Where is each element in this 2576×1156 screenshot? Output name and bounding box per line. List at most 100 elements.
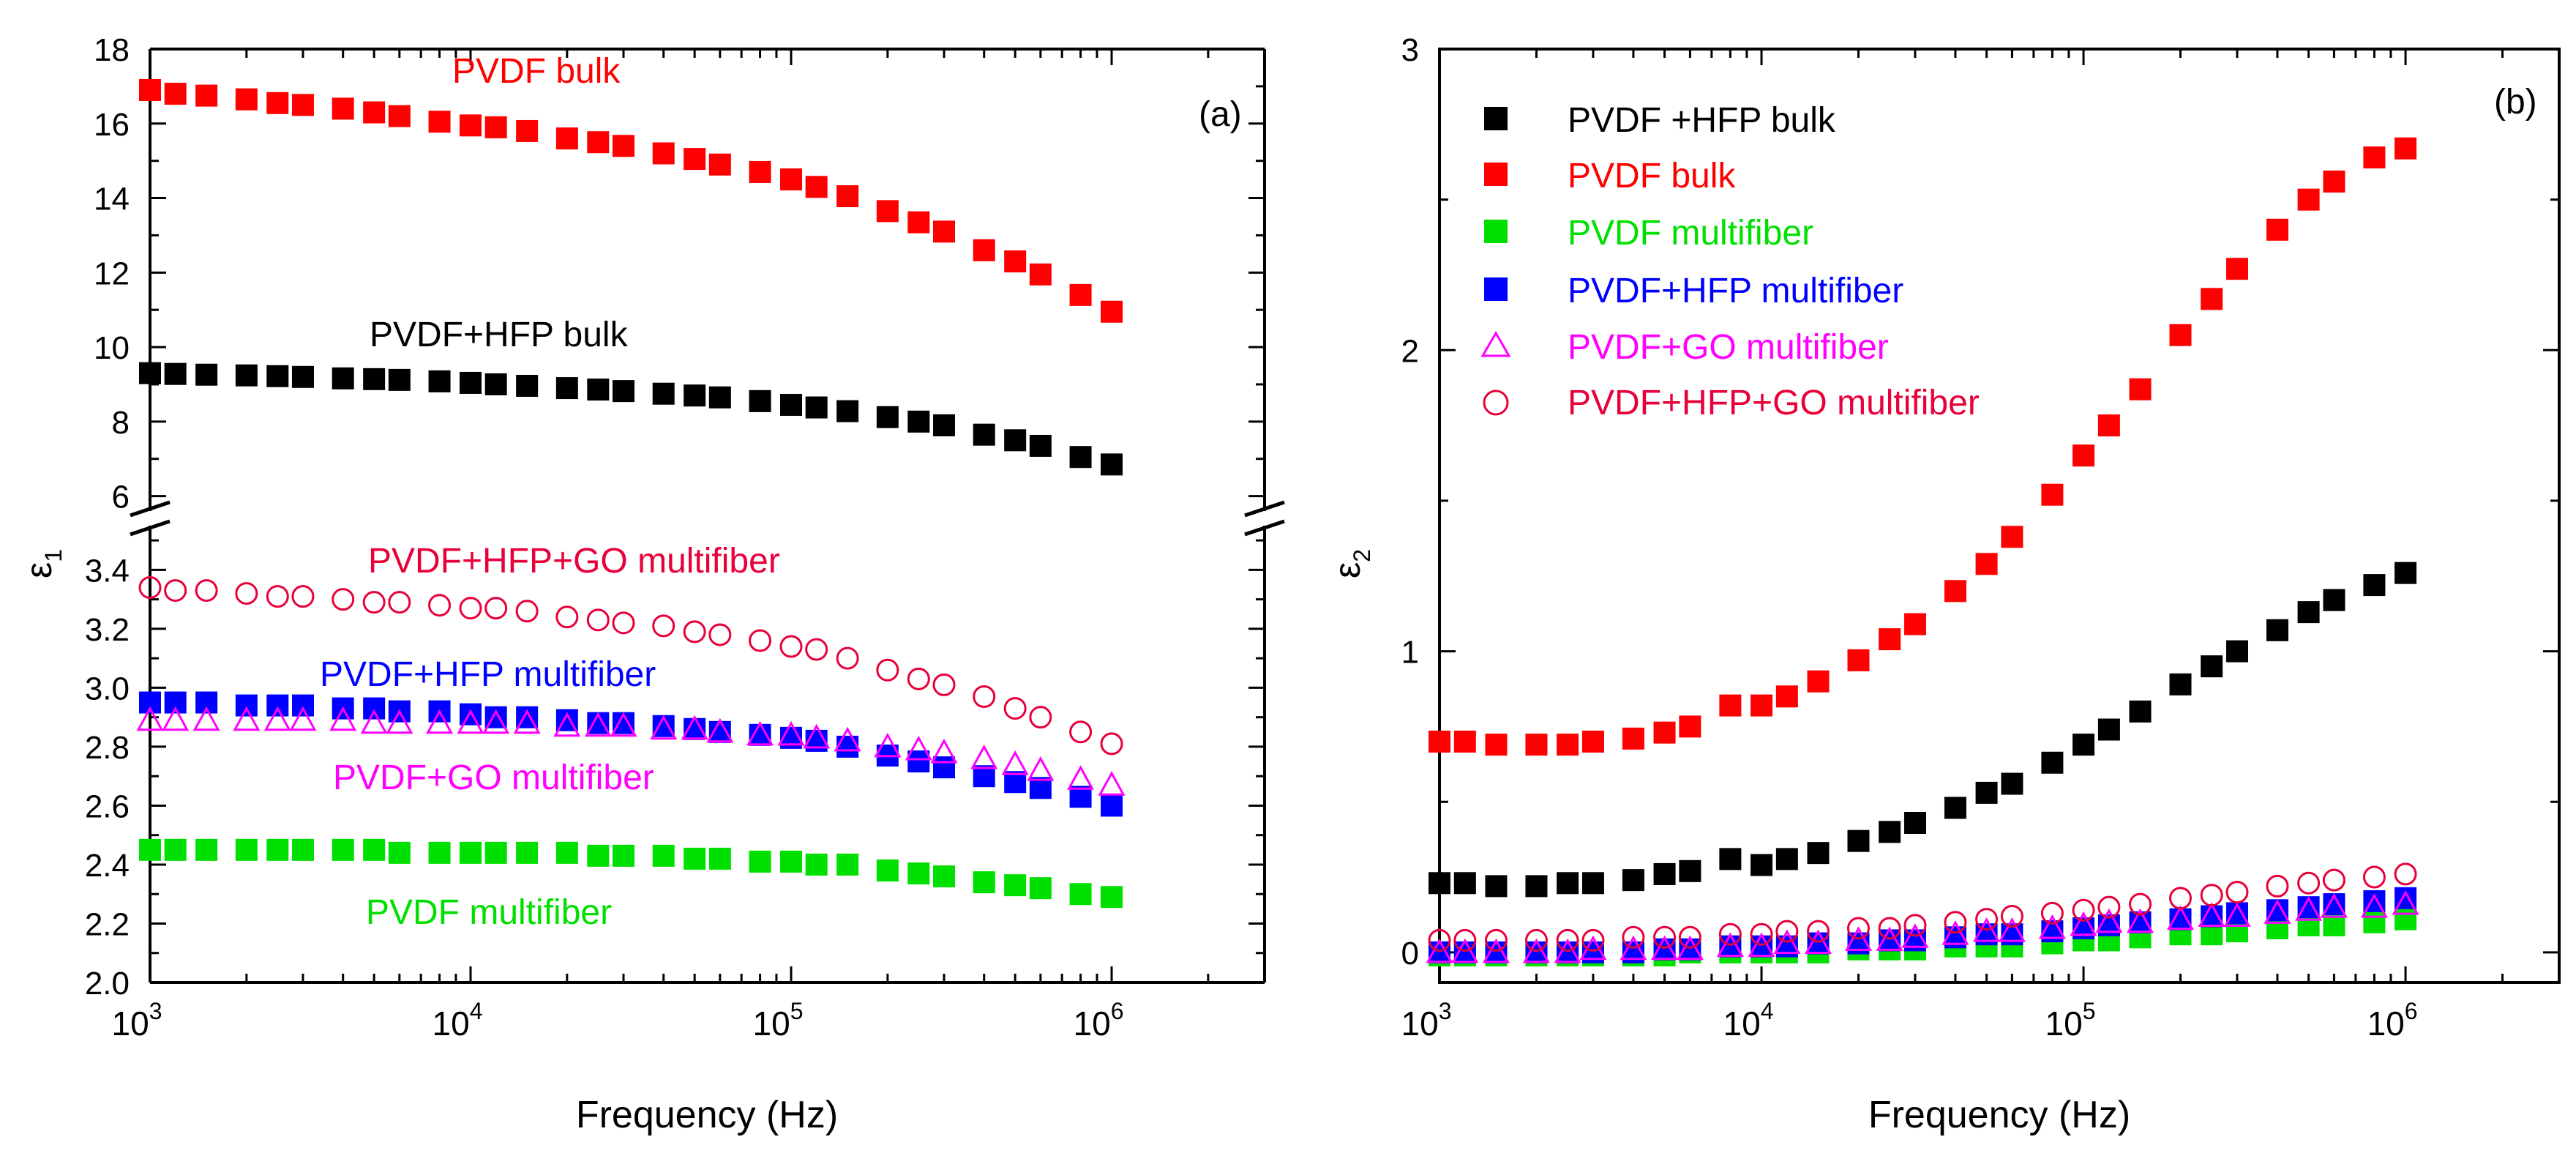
data-point-a-pvdf-go-multifiber [360,709,388,734]
legend-marker-pvdf-multifiber [1484,220,1508,243]
panel-b-y-tick-label: 1 [1401,635,1419,671]
data-point-a-pvdf-bulk [1029,263,1052,286]
data-point-a-pvdf-multifiber [876,859,899,882]
data-point-b-pvdf-hfp-go-multifiber [1975,908,1999,931]
data-point-a-pvdf-bulk [291,94,314,116]
panel-a-y-tick-label: 14 [94,182,130,217]
data-point-a-pvdf-hfp-multifiber [932,756,955,779]
data-point-a-pvdf-hfp-bulk [363,368,386,390]
data-point-b-pvdf-hfp-go-multifiber [1750,922,1773,946]
data-point-a-pvdf-go-multifiber [706,717,734,743]
data-point-b-pvdf-bulk [1807,670,1830,693]
data-point-b-pvdf-hfp-bulk [1944,797,1966,819]
data-point-b-pvdf-bulk [2363,146,2386,169]
data-point-a-pvdf-hfp-go-multifiber [332,588,355,611]
data-point-b-pvdf-hfp-bulk [1525,875,1548,898]
data-point-a-pvdf-go-multifiber [970,744,998,769]
data-point-a-pvdf-hfp-bulk [652,382,675,405]
data-point-b-pvdf-go-multifiber [2070,911,2097,936]
series-label-pvdf-hfp-go-multifiber: PVDF+HFP+GO multifiber [368,542,780,581]
data-point-a-pvdf-multifiber [235,838,258,861]
data-point-a-pvdf-go-multifiber [834,726,861,752]
data-point-a-pvdf-hfp-bulk [516,375,539,398]
data-point-a-pvdf-hfp-bulk [266,365,289,387]
data-point-b-pvdf-hfp-bulk [2169,673,2192,696]
data-point-a-pvdf-hfp-bulk [587,379,610,401]
data-point-a-pvdf-go-multifiber [289,706,317,731]
series-label-pvdf-multifiber: PVDF multifiber [366,893,612,932]
data-point-a-pvdf-bulk [555,127,578,150]
data-point-a-pvdf-hfp-multifiber [363,697,386,720]
panel-b-series-pvdf-go-multifiber [1426,890,2419,963]
data-point-b-pvdf-hfp-bulk [1557,872,1579,895]
data-point-a-pvdf-hfp-multifiber [1101,794,1123,817]
data-point-a-pvdf-bulk [684,148,706,171]
data-point-b-pvdf-hfp-bulk [2266,619,2288,641]
data-point-b-pvdf-hfp-go-multifiber [2168,887,2192,910]
data-point-a-pvdf-multifiber [164,838,187,861]
data-point-b-pvdf-hfp-go-multifiber [1775,920,1799,943]
panel-a-axis-break-right-2 [1244,519,1285,537]
panel-a-tick-labels: 103 104 105 106 6 8 10 12 14 16 18 2.0 2.2 2.4 2.6 2.8 3… [85,32,1124,1043]
panel-b-y-tick-label: 0 [1401,936,1419,972]
data-point-a-pvdf-go-multifiber [263,706,291,731]
data-point-b-pvdf-go-multifiber [2198,902,2225,928]
panel-a-y-tick-label: 2.0 [85,966,130,1002]
data-point-b-pvdf-hfp-go-multifiber [2040,901,2064,925]
data-point-b-pvdf-multifiber [2395,908,2417,931]
data-point-b-pvdf-hfp-bulk [1751,854,1773,876]
data-point-a-pvdf-go-multifiber [233,706,261,731]
data-point-a-pvdf-hfp-go-multifiber [291,585,315,608]
data-point-a-pvdf-multifiber [780,850,803,873]
data-point-b-pvdf-go-multifiber [2223,902,2251,928]
panel-a-series-pvdf-hfp-go-multifiber [138,576,1123,756]
data-point-a-pvdf-multifiber [332,838,354,861]
data-point-b-pvdf-bulk [2097,414,2120,437]
data-point-a-pvdf-hfp-go-multifiber [708,623,732,646]
data-point-a-pvdf-hfp-go-multifiber [836,646,859,670]
data-point-a-pvdf-hfp-go-multifiber [459,597,482,620]
data-point-a-pvdf-hfp-bulk [139,362,161,384]
data-point-b-pvdf-go-multifiber [1426,938,1453,963]
data-point-a-pvdf-hfp-go-multifiber [266,585,289,608]
panel-b-y-tick-label: 3 [1401,32,1419,68]
data-point-b-pvdf-go-multifiber [1554,938,1581,963]
panel-a-series-pvdf-go-multifiber [136,706,1126,796]
data-point-a-pvdf-hfp-bulk [164,362,187,385]
data-point-a-pvdf-go-multifiber [874,732,902,758]
data-point-a-pvdf-multifiber [836,853,859,876]
panel-b-x-tick-label: 104 [1723,998,1774,1043]
data-point-b-pvdf-bulk [1525,734,1548,756]
data-point-b-pvdf-bulk [2297,188,2320,211]
panel-a-axis-break-left-1 [130,500,171,518]
data-point-a-pvdf-go-multifiber [192,706,220,731]
data-point-b-pvdf-bulk [1679,715,1701,738]
data-point-a-pvdf-hfp-multifiber [907,750,930,773]
data-point-a-pvdf-bulk [652,142,675,165]
data-point-a-pvdf-go-multifiber [777,720,805,746]
data-point-a-pvdf-hfp-bulk [780,393,803,416]
data-point-a-pvdf-go-multifiber [930,738,958,764]
data-point-b-pvdf-hfp-go-multifiber [1846,917,1870,940]
data-point-b-pvdf-hfp-bulk [1807,842,1830,865]
panel-a-x-tick-label: 104 [433,998,483,1043]
data-point-a-pvdf-bulk [708,153,731,176]
legend-marker-pvdf-hfp-bulk [1484,107,1508,130]
data-point-b-pvdf-hfp-go-multifiber [1653,925,1677,949]
data-point-a-pvdf-go-multifiber [905,735,932,761]
panel-a-axis-break-left-2 [130,519,171,537]
data-point-a-pvdf-go-multifiber [584,712,612,737]
data-point-b-pvdf-go-multifiber [1676,935,1704,961]
panel-a: 103 104 105 106 6 8 10 12 14 16 18 2.0 2.2 2.4 2.6 2.8 3… [18,32,1285,1136]
data-point-b-pvdf-hfp-bulk [1485,875,1508,898]
panel-a-y-tick-label: 2.4 [85,848,130,884]
data-point-b-pvdf-hfp-go-multifiber [1524,928,1548,952]
data-point-b-pvdf-bulk [1485,734,1508,756]
data-point-a-pvdf-bulk [332,97,354,120]
data-point-a-pvdf-go-multifiber [386,709,413,734]
data-point-a-pvdf-hfp-multifiber [235,694,258,717]
data-point-b-pvdf-hfp-go-multifiber [1453,928,1477,952]
data-point-b-pvdf-bulk [2201,288,2223,310]
data-point-a-pvdf-hfp-bulk [1069,446,1092,469]
